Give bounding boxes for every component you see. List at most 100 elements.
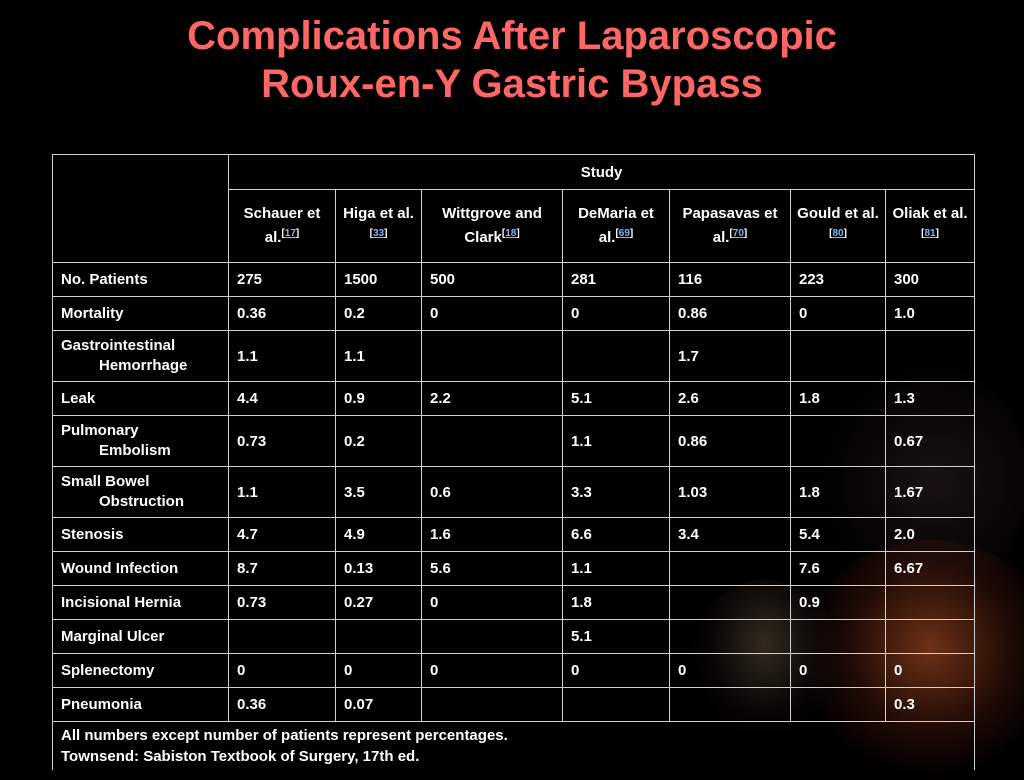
table-cell: 0.9	[790, 585, 886, 620]
citation-link[interactable]: 33	[372, 228, 385, 239]
table-cell: 0	[421, 296, 563, 331]
table-cell	[669, 687, 791, 722]
table-cell: 4.4	[228, 381, 336, 416]
row-label: Small Bowel Obstruction	[52, 466, 229, 518]
citation-link[interactable]: 80	[832, 228, 844, 239]
table-cell: 0.3	[884, 687, 976, 722]
table-cell: 0.67	[884, 415, 976, 467]
citation-bracket: [	[615, 228, 619, 239]
table-cell: 1.8	[562, 585, 670, 620]
table-cell: 8.7	[228, 551, 336, 586]
table-row: Pneumonia 0.36 0.07 0.3	[52, 687, 976, 722]
table-cell: 300	[884, 262, 976, 297]
table-cell: 0	[562, 653, 670, 688]
table-row: Wound Infection 8.7 0.13 5.6 1.1 7.6 6.67	[52, 551, 976, 586]
table-cell: 1.8	[790, 381, 886, 416]
column-header: DeMaria et al.[69]	[562, 189, 670, 263]
table-cell: 2.0	[884, 517, 976, 552]
table-cell	[669, 619, 791, 654]
row-label: Splenectomy	[52, 653, 229, 688]
footnote-row: All numbers except number of patients re…	[51, 721, 976, 770]
citation-bracket: ]	[516, 228, 520, 239]
table-row: Marginal Ulcer 5.1	[52, 619, 976, 654]
column-header-label: Wittgrove and Clark	[442, 205, 542, 246]
table-cell: 1.0	[884, 296, 976, 331]
table-cell: 500	[421, 262, 563, 297]
table-row: Leak 4.4 0.9 2.2 5.1 2.6 1.8 1.3	[52, 381, 976, 416]
table-row: Splenectomy 0 0 0 0 0 0 0	[52, 653, 976, 688]
footnote-line2: Townsend: Sabiston Textbook of Surgery, …	[61, 748, 420, 765]
citation-bracket: [	[369, 228, 373, 239]
table-cell: 0.13	[335, 551, 422, 586]
citation-link[interactable]: 17	[284, 228, 296, 239]
row-label-line2: Embolism	[99, 442, 171, 459]
table-row: Gastrointestinal Hemorrhage 1.1 1.1 1.7	[52, 330, 976, 382]
table-cell: 0.36	[228, 687, 336, 722]
table-cell	[884, 585, 976, 620]
row-label-line2: Obstruction	[99, 493, 184, 510]
table-cell: 4.7	[228, 517, 336, 552]
table-row: Small Bowel Obstruction 1.1 3.5 0.6 3.3 1.03 1.…	[52, 466, 976, 518]
column-header-label: Oliak et al.	[892, 205, 968, 222]
table-cell: 0.27	[335, 585, 422, 620]
table-cell	[790, 619, 886, 654]
table-cell: 0.73	[228, 585, 336, 620]
study-header: Study	[227, 154, 976, 190]
column-header: Wittgrove and Clark[18]	[421, 189, 563, 263]
table-cell: 0	[421, 653, 563, 688]
table-cell	[562, 330, 670, 382]
table-cell: 1.3	[884, 381, 976, 416]
column-header-row: Schauer et al.[17] Higa et al.[33] Wittgro…	[53, 189, 976, 263]
table-cell: 2.2	[421, 381, 563, 416]
table-cell: 1500	[335, 262, 422, 297]
citation-bracket: [	[281, 228, 285, 239]
table-row: Mortality 0.36 0.2 0 0 0.86 0 1.0	[52, 296, 976, 331]
row-label-line1: Gastrointestinal	[61, 337, 176, 354]
table-row: Stenosis 4.7 4.9 1.6 6.6 3.4 5.4 2.0	[52, 517, 976, 552]
citation-bracket: ]	[843, 228, 847, 239]
table-cell: 5.1	[562, 619, 670, 654]
table-cell: 0.9	[335, 381, 422, 416]
row-label: Incisional Hernia	[52, 585, 229, 620]
table-cell: 1.67	[884, 466, 976, 518]
table-cell: 281	[562, 262, 670, 297]
citation-bracket: ]	[935, 228, 939, 239]
slide-title-line1: Complications After Laparoscopic	[187, 14, 837, 58]
citation-link[interactable]: 70	[732, 228, 744, 239]
column-header: Oliak et al. [81]	[884, 189, 976, 263]
table-cell: 0	[790, 653, 886, 688]
table-cell: 5.1	[562, 381, 670, 416]
row-label: Wound Infection	[52, 551, 229, 586]
table-cell: 0	[669, 653, 791, 688]
table-cell: 1.6	[421, 517, 563, 552]
table-cell: 0.86	[669, 415, 791, 467]
table-cell	[884, 330, 976, 382]
row-label: No. Patients	[52, 262, 229, 297]
table-cell	[562, 687, 670, 722]
citation-bracket: [	[829, 228, 833, 239]
citation-link[interactable]: 69	[618, 228, 630, 239]
table-cell: 116	[669, 262, 791, 297]
row-label: Gastrointestinal Hemorrhage	[52, 330, 229, 382]
citation-bracket: [	[729, 228, 733, 239]
table-cell	[335, 619, 422, 654]
table-cell: 4.9	[335, 517, 422, 552]
column-header: Schauer et al.[17]	[228, 189, 336, 263]
table-cell	[421, 687, 563, 722]
slide-title: Complications After Laparoscopic Roux-en…	[0, 12, 1024, 108]
citation-bracket: ]	[384, 228, 388, 239]
citation-link[interactable]: 18	[505, 228, 517, 239]
row-label-line1: Pulmonary	[61, 422, 139, 439]
table-cell	[790, 687, 886, 722]
footnote-line1: All numbers except number of patients re…	[61, 727, 508, 744]
group-header-row: Study	[52, 154, 976, 263]
footnote-cell: All numbers except number of patients re…	[51, 721, 976, 770]
citation-bracket: [	[921, 228, 925, 239]
table-cell	[790, 330, 886, 382]
row-label: Pulmonary Embolism	[52, 415, 229, 467]
citation-link[interactable]: 81	[924, 228, 936, 239]
corner-cell	[52, 154, 229, 263]
table-cell: 3.3	[562, 466, 670, 518]
table-cell: 0.73	[228, 415, 336, 467]
table-cell: 7.6	[790, 551, 886, 586]
